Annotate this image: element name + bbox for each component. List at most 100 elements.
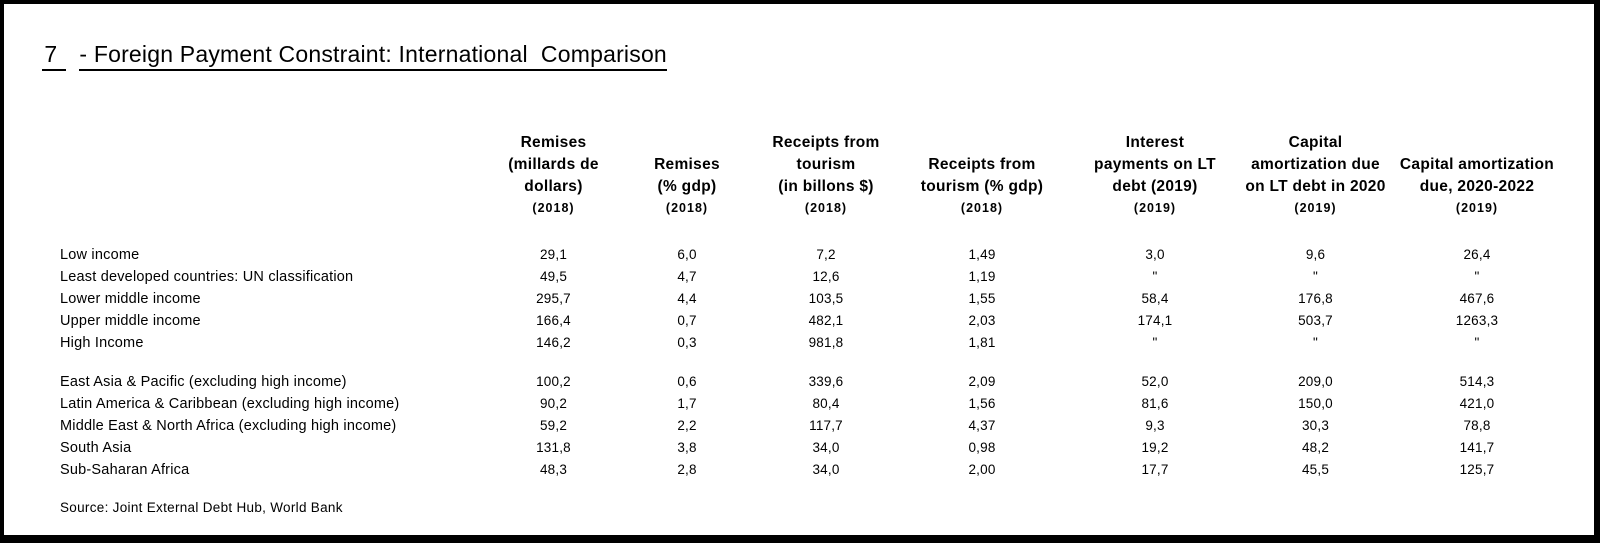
value-cell: 49,5: [539, 269, 568, 284]
value-cell: 81,6: [1141, 396, 1169, 411]
value-cell: 0,6: [677, 374, 697, 389]
value-cell: 78,8: [1463, 418, 1491, 433]
table-row: Sub-Saharan Africa 48,3 2,8 34,0 2,00 17,7 45,…: [60, 459, 1574, 481]
value-cell: 4,37: [968, 418, 996, 433]
row-label: Lower middle income: [60, 291, 201, 307]
value-cell: 2,8: [677, 462, 697, 477]
value-cell: 3,0: [1145, 247, 1165, 262]
column-header-year: (2018): [960, 201, 1004, 215]
table-group-1: Low income 29,1 6,0 7,2 1,49 3,0 9,6 26,4 Least …: [60, 244, 1574, 354]
title-number: 7: [42, 41, 67, 71]
value-cell: 146,2: [536, 335, 571, 350]
table-row: High Income 146,2 0,3 981,8 1,81 " " ": [60, 332, 1574, 354]
value-cell: 6,0: [677, 247, 697, 262]
column-header-label: Receipts from tourism (% gdp): [920, 156, 1044, 195]
column-header-year: (2018): [532, 201, 575, 215]
column-header-year: (2019): [1133, 201, 1177, 215]
table-header-row: Remises (millards de dollars) (2018) Remis…: [60, 132, 1574, 218]
value-cell: ": [1474, 335, 1480, 350]
column-header-label: Receipts from tourism (in billons $): [772, 134, 880, 195]
value-cell: 1,81: [968, 335, 996, 350]
column-header-year: (2018): [804, 201, 848, 215]
value-cell: 103,5: [808, 291, 844, 306]
table-row: South Asia 131,8 3,8 34,0 0,98 19,2 48,2 141,7: [60, 437, 1574, 459]
value-cell: ": [1152, 335, 1158, 350]
column-header-label: Remises (millards de dollars): [508, 134, 599, 195]
table-row: Lower middle income 295,7 4,4 103,5 1,55 58,4…: [60, 288, 1574, 310]
data-table: Remises (millards de dollars) (2018) Remis…: [60, 132, 1574, 481]
table-body: Low income 29,1 6,0 7,2 1,49 3,0 9,6 26,4 Least …: [60, 244, 1574, 481]
row-label: Upper middle income: [60, 313, 201, 329]
column-header-label: Interest payments on LT debt (2019): [1094, 134, 1216, 195]
row-label: Least developed countries: UN classifica…: [60, 269, 354, 285]
column-header-1: Remises (millards de dollars) (2018): [490, 132, 617, 218]
value-cell: 80,4: [812, 396, 840, 411]
value-cell: 0,98: [968, 440, 996, 455]
table-row: Least developed countries: UN classifica…: [60, 266, 1574, 288]
column-header-label: Capital amortization due, 2020-2022: [1399, 156, 1555, 195]
value-cell: 9,6: [1305, 247, 1326, 262]
column-header-2: Remises (% gdp) (2018): [617, 154, 757, 218]
value-cell: 2,2: [677, 418, 697, 433]
value-cell: 1,55: [968, 291, 996, 306]
value-cell: 1,19: [968, 269, 996, 284]
value-cell: 295,7: [536, 291, 571, 306]
value-cell: ": [1474, 269, 1480, 284]
row-label: Low income: [60, 247, 140, 263]
title-text: - Foreign Payment Constraint: Internatio…: [79, 41, 667, 71]
column-header-6: Capital amortization due on LT debt in 2…: [1241, 132, 1390, 218]
source-note: Source: Joint External Debt Hub, World B…: [60, 500, 343, 515]
value-cell: 131,8: [536, 440, 571, 455]
value-cell: 30,3: [1301, 418, 1330, 433]
column-header-label: Remises (% gdp): [654, 156, 720, 195]
value-cell: 176,8: [1298, 291, 1333, 306]
column-header-7: Capital amortization due, 2020-2022 (2019…: [1390, 154, 1564, 218]
column-header-4: Receipts from tourism (% gdp) (2018): [895, 154, 1069, 218]
value-cell: 4,7: [677, 269, 697, 284]
column-header-5: Interest payments on LT debt (2019) (2019…: [1069, 132, 1241, 218]
value-cell: 4,4: [677, 291, 697, 306]
value-cell: 174,1: [1137, 313, 1173, 328]
value-cell: 17,7: [1141, 462, 1169, 477]
value-cell: 125,7: [1459, 462, 1495, 477]
value-cell: ": [1152, 269, 1158, 284]
page-title: 7 - Foreign Payment Constraint: Internati…: [42, 14, 1574, 98]
value-cell: 467,6: [1459, 291, 1495, 306]
value-cell: 1,56: [968, 396, 996, 411]
table-row: Middle East & North Africa (excluding hi…: [60, 415, 1574, 437]
value-cell: 34,0: [812, 440, 840, 455]
value-cell: 482,1: [808, 313, 844, 328]
value-cell: ": [1313, 269, 1318, 284]
value-cell: 2,09: [968, 374, 996, 389]
row-label: Latin America & Caribbean (excluding hig…: [60, 396, 400, 412]
value-cell: 19,2: [1141, 440, 1169, 455]
row-label: High Income: [60, 335, 144, 351]
value-cell: 339,6: [808, 374, 844, 389]
value-cell: 48,3: [539, 462, 568, 477]
value-cell: 1263,3: [1455, 313, 1499, 328]
value-cell: 150,0: [1298, 396, 1333, 411]
value-cell: 1,7: [677, 396, 697, 411]
column-header-3: Receipts from tourism (in billons $) (201…: [757, 132, 895, 218]
value-cell: 209,0: [1298, 374, 1333, 389]
table-row: Low income 29,1 6,0 7,2 1,49 3,0 9,6 26,4: [60, 244, 1574, 266]
value-cell: 514,3: [1459, 374, 1495, 389]
value-cell: 1,49: [968, 247, 996, 262]
value-cell: 34,0: [812, 462, 840, 477]
value-cell: 59,2: [539, 418, 568, 433]
row-label: South Asia: [60, 440, 132, 456]
value-cell: 100,2: [536, 374, 571, 389]
column-header-year: (2019): [1455, 201, 1499, 215]
value-cell: 45,5: [1301, 462, 1330, 477]
value-cell: 9,3: [1145, 418, 1165, 433]
value-cell: 90,2: [539, 396, 568, 411]
table-row: Upper middle income 166,4 0,7 482,1 2,03 174,…: [60, 310, 1574, 332]
row-label: Sub-Saharan Africa: [60, 462, 190, 478]
value-cell: 48,2: [1301, 440, 1330, 455]
value-cell: 166,4: [536, 313, 571, 328]
table-row: East Asia & Pacific (excluding high inco…: [60, 371, 1574, 393]
value-cell: 12,6: [812, 269, 840, 284]
row-label: East Asia & Pacific (excluding high inco…: [60, 374, 347, 390]
value-cell: 0,7: [677, 313, 697, 328]
